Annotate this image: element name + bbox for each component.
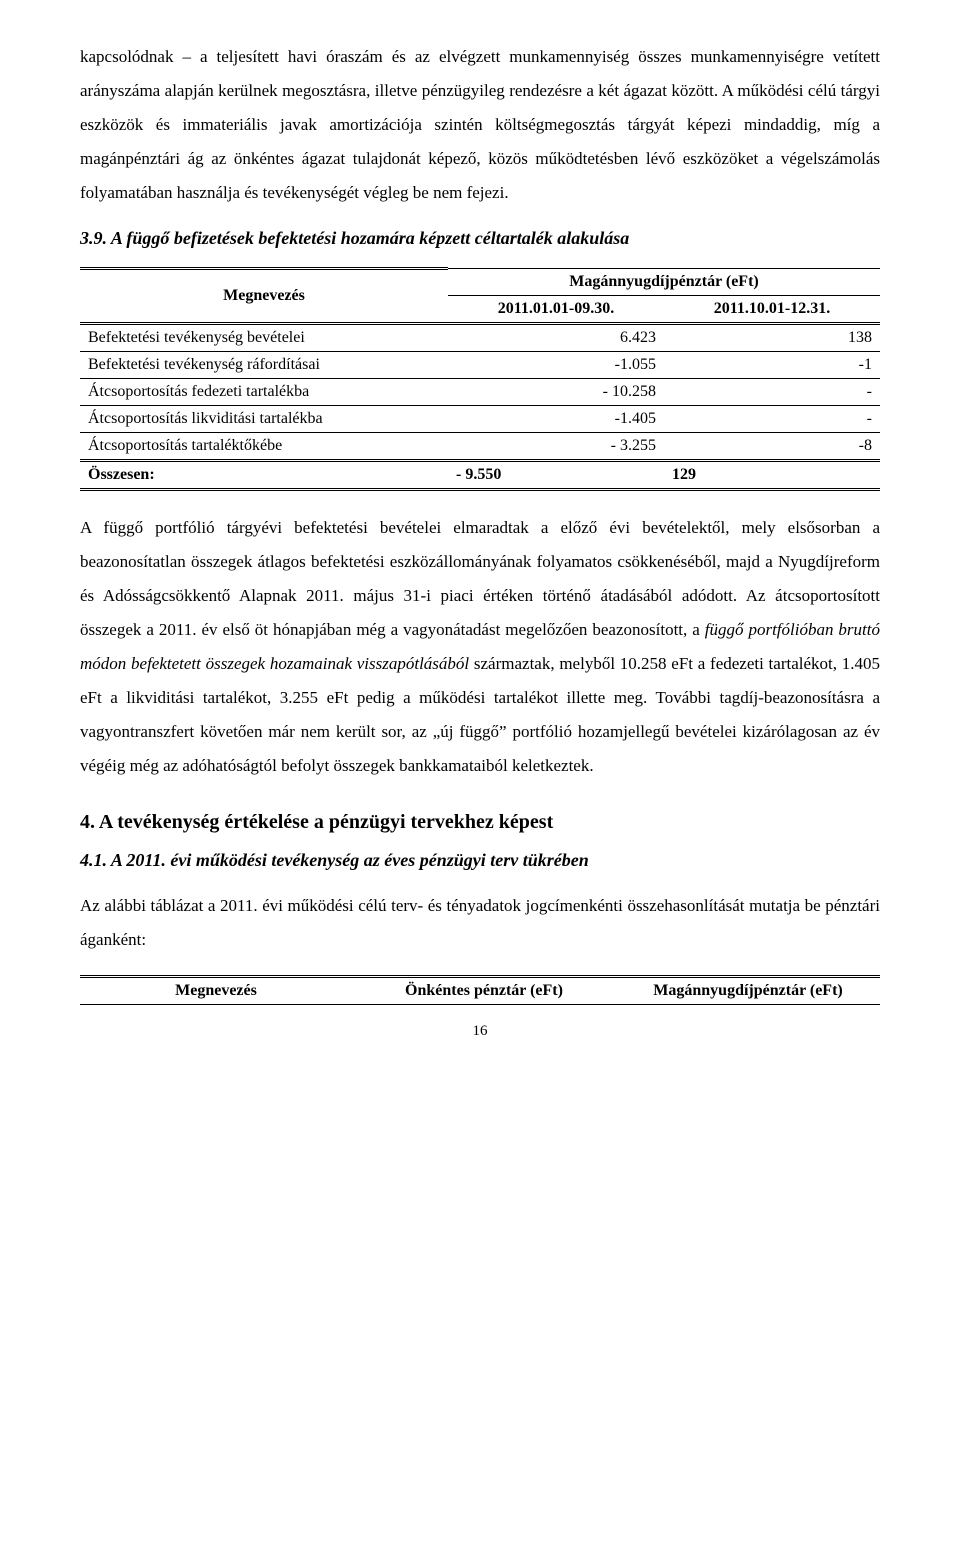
- cell-label: Átcsoportosítás tartaléktőkébe: [80, 433, 448, 461]
- cell-value: -: [664, 379, 880, 406]
- col-header-super: Magánnyugdíjpénztár (eFt): [448, 269, 880, 296]
- cell-value: -: [664, 406, 880, 433]
- table-mini-header: Megnevezés Önkéntes pénztár (eFt) Magánn…: [80, 975, 880, 1005]
- col-header-megnevezes: Megnevezés: [80, 269, 448, 324]
- cell-total-value: 129: [664, 461, 880, 490]
- mini-col-2: Önkéntes pénztár (eFt): [352, 977, 616, 1005]
- cell-value: 138: [664, 324, 880, 352]
- document-page: kapcsolódnak – a teljesített havi óraszá…: [0, 0, 960, 1070]
- mini-col-1: Megnevezés: [80, 977, 352, 1005]
- paragraph-1: kapcsolódnak – a teljesített havi óraszá…: [80, 40, 880, 210]
- cell-label: Átcsoportosítás likviditási tartalékba: [80, 406, 448, 433]
- cell-total-label: Összesen:: [80, 461, 448, 490]
- cell-value: - 3.255: [448, 433, 664, 461]
- paragraph-3: Az alábbi táblázat a 2011. évi működési …: [80, 889, 880, 957]
- col-header-period2: 2011.10.01-12.31.: [664, 296, 880, 324]
- cell-label: Átcsoportosítás fedezeti tartalékba: [80, 379, 448, 406]
- table-super-header: Megnevezés Magánnyugdíjpénztár (eFt): [80, 269, 880, 296]
- table-row: Átcsoportosítás likviditási tartalékba -…: [80, 406, 880, 433]
- cell-value: -8: [664, 433, 880, 461]
- cell-value: -1.405: [448, 406, 664, 433]
- cell-value: -1.055: [448, 352, 664, 379]
- cell-value: - 10.258: [448, 379, 664, 406]
- cell-label: Befektetési tevékenység bevételei: [80, 324, 448, 352]
- paragraph-2: A függő portfólió tárgyévi befektetési b…: [80, 511, 880, 783]
- table-total-row: Összesen: - 9.550 129: [80, 461, 880, 490]
- cell-value: 6.423: [448, 324, 664, 352]
- table-row: Befektetési tevékenység ráfordításai -1.…: [80, 352, 880, 379]
- col-header-period1: 2011.01.01-09.30.: [448, 296, 664, 324]
- mini-header-row: Megnevezés Önkéntes pénztár (eFt) Magánn…: [80, 977, 880, 1005]
- mini-col-3: Magánnyugdíjpénztár (eFt): [616, 977, 880, 1005]
- table-row: Átcsoportosítás fedezeti tartalékba - 10…: [80, 379, 880, 406]
- table-row: Befektetési tevékenység bevételei 6.423 …: [80, 324, 880, 352]
- heading-3-9: 3.9. A függő befizetések befektetési hoz…: [80, 228, 880, 249]
- page-number: 16: [80, 1023, 880, 1040]
- heading-4-1: 4.1. A 2011. évi működési tevékenység az…: [80, 850, 880, 871]
- table-celtartalek: Megnevezés Magánnyugdíjpénztár (eFt) 201…: [80, 267, 880, 491]
- table-row: Átcsoportosítás tartaléktőkébe - 3.255 -…: [80, 433, 880, 461]
- cell-value: -1: [664, 352, 880, 379]
- cell-label: Befektetési tevékenység ráfordításai: [80, 352, 448, 379]
- heading-4: 4. A tevékenység értékelése a pénzügyi t…: [80, 811, 880, 834]
- cell-total-value: - 9.550: [448, 461, 664, 490]
